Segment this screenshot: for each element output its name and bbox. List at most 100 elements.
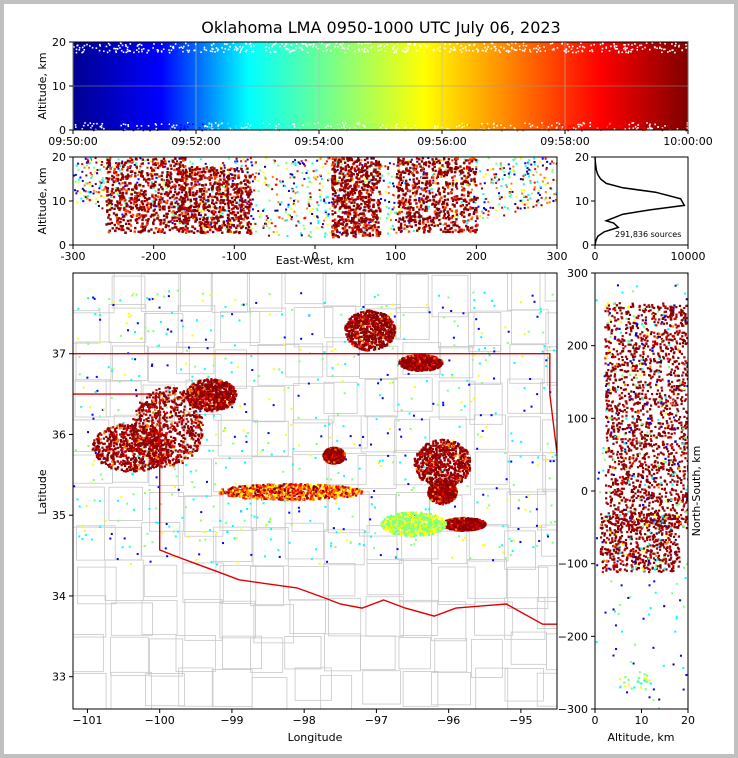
ew-scatter-dot	[190, 174, 193, 177]
map-source-dot	[441, 469, 444, 472]
altitude-time-ylabel: Altitude, km	[36, 52, 49, 119]
time-source-dot	[452, 49, 454, 51]
time-source-dot	[523, 50, 526, 52]
time-source-dot	[567, 125, 570, 127]
ew-cluster-dot	[460, 197, 463, 200]
time-source-dot	[210, 127, 212, 129]
ew-cluster-dot	[397, 183, 401, 186]
county-outline	[213, 526, 253, 562]
ew-cluster-dot	[427, 216, 430, 220]
time-source-dot	[75, 51, 78, 54]
ew-scatter-dot	[119, 183, 122, 186]
ew-cluster-dot	[118, 202, 121, 205]
ew-cluster-dot	[139, 230, 143, 233]
time-source-dot	[239, 51, 241, 54]
ew-scatter-dot	[412, 230, 415, 233]
ew-scatter-dot	[293, 204, 296, 207]
time-source-dot	[576, 47, 579, 49]
ew-cluster-dot	[153, 201, 156, 204]
time-source-dot	[583, 127, 586, 130]
ew-cluster-dot	[350, 201, 353, 204]
time-source-dot	[217, 124, 220, 126]
ew-cluster-dot	[114, 189, 118, 192]
ew-cluster-dot	[441, 203, 444, 206]
ew-cluster-dot	[352, 234, 355, 238]
ew-cluster-dot	[126, 173, 130, 176]
ew-cluster-dot	[373, 226, 377, 229]
ew-cluster-dot	[146, 219, 149, 223]
ew-cluster-dot	[188, 187, 191, 190]
ew-cluster-dot	[466, 226, 469, 229]
ew-cluster-dot	[341, 223, 345, 226]
ew-scatter-dot	[523, 203, 526, 206]
ew-cluster-dot	[413, 186, 417, 189]
ew-scatter-dot	[110, 204, 113, 207]
ew-cluster-dot	[147, 181, 150, 185]
ew-cluster-dot	[402, 205, 405, 209]
ew-cluster-dot	[356, 205, 359, 208]
ew-cluster-dot	[347, 174, 350, 178]
ew-scatter-dot	[427, 199, 430, 202]
ew-cluster-dot	[110, 193, 113, 197]
ew-scatter-dot	[311, 212, 314, 215]
ew-scatter-dot	[165, 160, 168, 163]
time-source-dot	[74, 124, 77, 126]
ew-cluster-dot	[176, 228, 179, 231]
ew-scatter-dot	[306, 169, 309, 172]
ew-cluster-dot	[204, 223, 208, 227]
time-source-dot	[187, 44, 190, 47]
ew-cluster-dot	[123, 198, 126, 201]
time-source-dot	[638, 124, 641, 126]
ew-cluster-dot	[347, 211, 351, 215]
ew-cluster-dot	[412, 173, 415, 176]
ew-cluster-dot	[170, 167, 173, 170]
time-source-dot	[581, 129, 583, 132]
ew-scatter-dot	[474, 180, 477, 183]
ew-scatter-dot	[552, 162, 555, 165]
time-source-dot	[461, 126, 464, 129]
time-source-dot	[647, 127, 649, 130]
time-source-dot	[81, 51, 83, 54]
ew-cluster-dot	[117, 217, 121, 220]
county-outline	[360, 635, 396, 671]
ew-cluster-dot	[169, 220, 172, 223]
ew-cluster-dot	[141, 192, 145, 196]
ew-cluster-dot	[236, 183, 239, 186]
map-source-dot	[228, 457, 231, 460]
time-source-dot	[346, 129, 348, 132]
ew-cluster-dot	[464, 159, 468, 162]
ew-cluster-dot	[147, 230, 150, 233]
ew-cluster-dot	[180, 206, 184, 209]
county-outline	[141, 600, 178, 635]
county-outline	[324, 529, 365, 566]
ew-cluster-dot	[358, 189, 362, 193]
ew-cluster-dot	[472, 211, 476, 214]
ew-scatter-dot	[102, 180, 105, 183]
ew-scatter-dot	[290, 162, 293, 165]
ew-cluster-dot	[128, 182, 131, 185]
ew-cluster-dot	[438, 218, 441, 222]
ew-cluster-dot	[406, 183, 409, 186]
time-source-dot	[499, 51, 501, 53]
ew-cluster-dot	[333, 165, 336, 168]
ew-cluster-dot	[240, 197, 244, 200]
ew-scatter-dot	[554, 199, 557, 202]
ew-cluster-dot	[354, 160, 357, 163]
county-outline	[184, 495, 224, 537]
time-source-dot	[275, 125, 278, 127]
ew-cluster-dot	[196, 229, 199, 233]
ew-cluster-dot	[446, 224, 449, 228]
time-source-dot	[468, 124, 471, 126]
ew-cluster-dot	[404, 179, 408, 183]
ew-cluster-dot	[141, 202, 145, 206]
ew-cluster-dot	[347, 157, 350, 161]
time-source-dot	[151, 122, 154, 124]
ew-cluster-dot	[186, 198, 190, 201]
ew-scatter-dot	[96, 172, 99, 175]
ew-scatter-dot	[208, 204, 211, 207]
time-source-dot	[674, 51, 676, 54]
ew-scatter-dot	[336, 168, 339, 171]
time-source-dot	[663, 125, 665, 127]
ew-cluster-dot	[116, 200, 119, 203]
ew-cluster-dot	[343, 200, 346, 203]
